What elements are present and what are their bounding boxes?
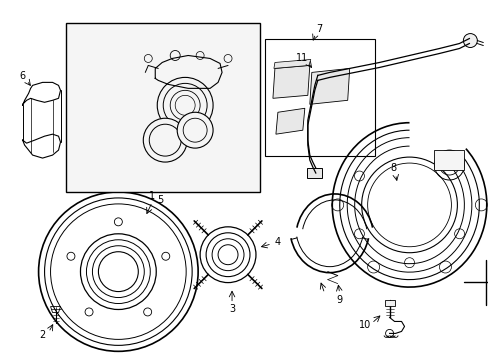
Circle shape <box>463 33 476 48</box>
Text: 3: 3 <box>228 305 235 315</box>
Text: 2: 2 <box>40 330 45 341</box>
Polygon shape <box>272 66 309 98</box>
Text: 4: 4 <box>274 237 281 247</box>
Text: 6: 6 <box>20 71 26 81</box>
Bar <box>264 39 374 156</box>
Circle shape <box>143 118 187 162</box>
Bar <box>306 168 321 178</box>
Circle shape <box>157 77 213 133</box>
Polygon shape <box>309 68 349 104</box>
Text: 9: 9 <box>336 294 342 305</box>
Text: 11: 11 <box>295 54 307 63</box>
Bar <box>65 23 260 192</box>
Text: 1: 1 <box>149 191 155 201</box>
Polygon shape <box>384 300 394 306</box>
Bar <box>433 150 464 170</box>
Text: 10: 10 <box>358 320 370 330</box>
Text: 5: 5 <box>157 195 163 205</box>
Text: 8: 8 <box>390 163 396 173</box>
Text: 7: 7 <box>316 24 322 33</box>
Polygon shape <box>275 108 304 134</box>
Circle shape <box>177 112 213 148</box>
Circle shape <box>163 84 207 127</box>
Polygon shape <box>273 59 310 68</box>
